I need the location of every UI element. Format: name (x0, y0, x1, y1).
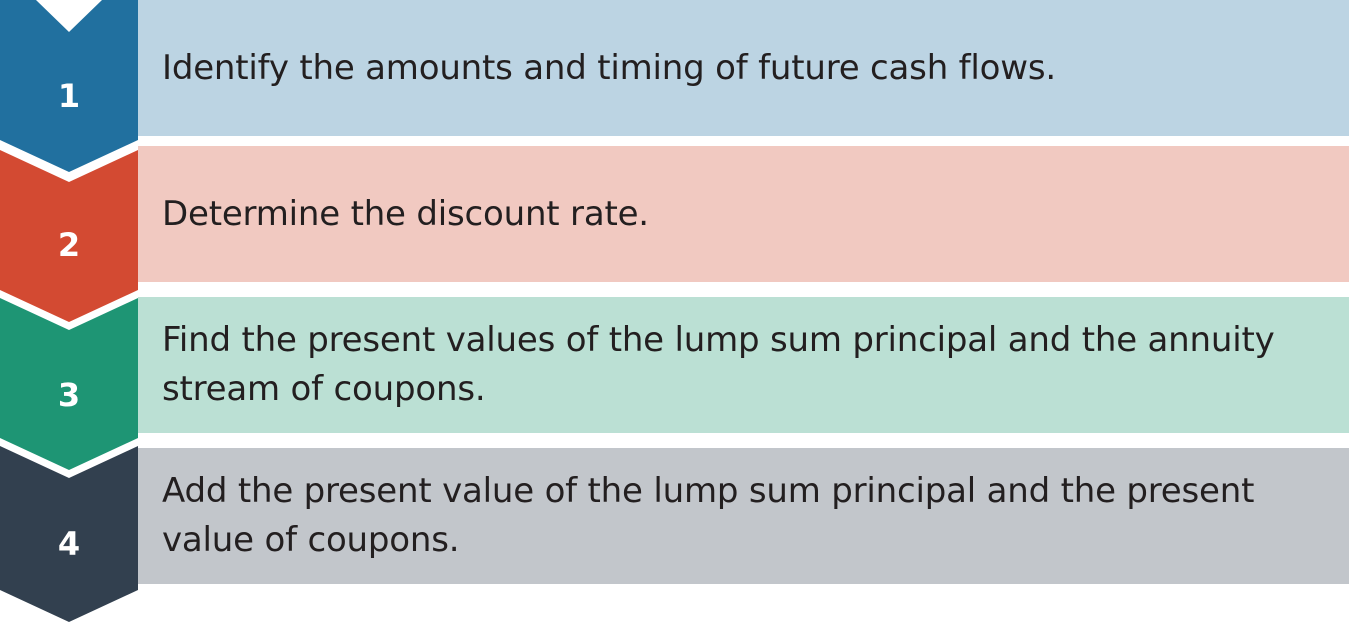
step-2-number: 2 (57, 226, 81, 264)
step-4-chevron (0, 446, 138, 622)
step-2-text: Determine the discount rate. (162, 193, 649, 234)
step-3-number: 3 (57, 376, 81, 414)
step-3-panel: Find the present values of the lump sum … (138, 297, 1349, 433)
step-4-panel: Add the present value of the lump sum pr… (138, 448, 1349, 584)
step-2-panel: Determine the discount rate. (138, 146, 1349, 282)
step-4-number: 4 (57, 525, 81, 563)
step-1-text: Identify the amounts and timing of futur… (162, 47, 1057, 88)
step-1-chevron (0, 0, 138, 172)
step-4-text: Add the present value of the lump sum pr… (162, 471, 1255, 560)
step-3-text: Find the present values of the lump sum … (162, 320, 1275, 409)
step-3-chevron (0, 298, 138, 470)
step-1-number: 1 (57, 77, 81, 115)
step-2-chevron (0, 150, 138, 322)
step-1-panel: Identify the amounts and timing of futur… (138, 0, 1349, 136)
